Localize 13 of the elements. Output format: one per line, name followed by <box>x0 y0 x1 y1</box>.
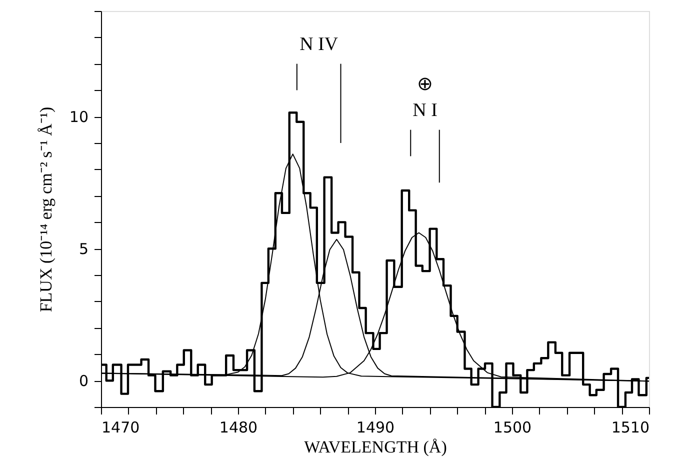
annotation: N I <box>412 100 438 121</box>
annotation: ⊕ <box>417 74 434 95</box>
x-tick-label: 1480 <box>219 418 258 436</box>
y-tick-label: 0 <box>78 372 88 390</box>
x-tick-label: 1500 <box>493 418 532 436</box>
annotation: N IV <box>300 34 338 55</box>
y-tick-label: 10 <box>69 108 88 126</box>
x-axis-title: WAVELENGTH (Å) <box>304 438 447 456</box>
x-tick-label: 1490 <box>356 418 395 436</box>
y-axis-title: FLUX (10⁻¹⁴ erg cm⁻² s⁻¹ Å⁻¹) <box>36 106 56 312</box>
x-tick-label: 1510 <box>611 418 650 436</box>
x-tick-label: 1470 <box>102 418 140 436</box>
y-tick-label: 5 <box>78 240 88 258</box>
